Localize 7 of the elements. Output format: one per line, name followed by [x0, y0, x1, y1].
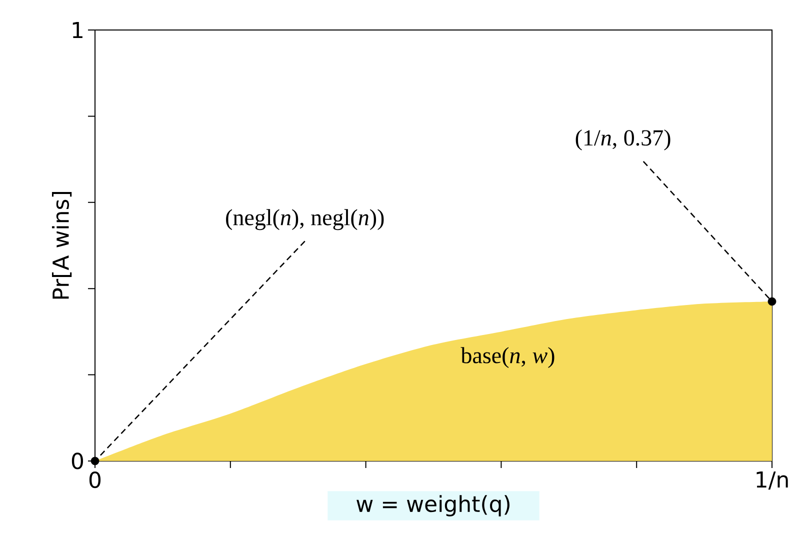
y-axis-title: Pr[A wins]: [52, 192, 72, 299]
annotation: (negl(n), negl(n)): [226, 209, 384, 230]
y-tick-label: 1: [72, 22, 82, 38]
x-tick-label: 1/n: [756, 472, 788, 490]
x-axis-title: w = weight(q): [356, 495, 510, 516]
annotation: base(n, w): [460, 347, 554, 368]
annotation: (1/n, 0.37): [576, 129, 670, 150]
